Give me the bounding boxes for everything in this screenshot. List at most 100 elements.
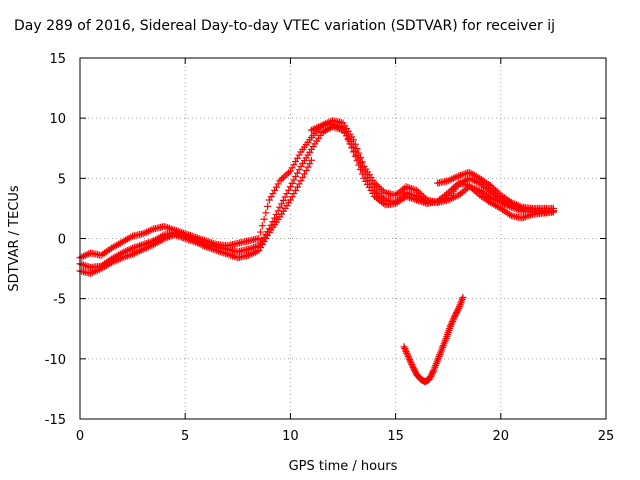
data-point: [446, 322, 454, 330]
data-point: [295, 151, 303, 159]
data-point: [223, 250, 231, 258]
data-point: [374, 182, 382, 190]
y-tick-label: -15: [45, 413, 66, 428]
x-tick-label: 10: [282, 429, 299, 444]
data-point: [276, 203, 284, 211]
data-point: [341, 128, 349, 136]
data-point: [293, 154, 301, 162]
data-point: [523, 212, 531, 220]
data-point: [307, 156, 315, 164]
data-point: [353, 157, 361, 165]
y-tick-label: 15: [49, 52, 66, 67]
data-point: [402, 348, 410, 356]
data-point: [290, 161, 298, 169]
x-tick-label: 20: [493, 429, 510, 444]
data-point: [80, 261, 88, 269]
data-point: [299, 173, 307, 181]
data-point: [400, 343, 408, 351]
data-point: [272, 183, 280, 191]
data-point: [281, 172, 289, 180]
data-point: [407, 359, 415, 367]
data-point: [429, 368, 437, 376]
data-point: [454, 306, 462, 314]
axis-ticks: 0 5 10 15 20 25 -15 -10 -5 0 5 10 15: [45, 52, 615, 444]
data-point: [293, 183, 301, 191]
data-point: [297, 177, 305, 185]
data-point: [222, 250, 230, 258]
data-point: [351, 152, 359, 160]
data-point: [276, 177, 284, 185]
data-point: [279, 174, 287, 182]
x-tick-label: 5: [181, 429, 189, 444]
data-point: [448, 319, 456, 327]
data-point: [346, 140, 354, 148]
x-axis-label: GPS time / hours: [289, 459, 398, 474]
data-point: [343, 132, 351, 140]
y-tick-label: -5: [53, 293, 66, 308]
data-point: [278, 175, 286, 183]
data-point: [518, 214, 526, 222]
data-point: [283, 190, 291, 198]
data-point: [404, 351, 412, 359]
data-point: [286, 183, 294, 191]
data-point: [258, 222, 266, 230]
data-point: [162, 223, 170, 231]
data-point: [230, 253, 238, 261]
data-point: [404, 352, 412, 360]
data-point: [521, 213, 529, 221]
data-point: [290, 176, 298, 184]
data-point: [81, 262, 89, 270]
data-point: [262, 209, 270, 217]
data-point: [358, 170, 366, 178]
data-point: [295, 166, 303, 174]
data-point: [220, 249, 228, 257]
data-point: [264, 202, 272, 210]
data-point: [406, 356, 414, 364]
data-point: [460, 170, 468, 178]
data-point: [257, 228, 265, 236]
data-point: [401, 346, 409, 354]
data-point: [520, 213, 528, 221]
data-point: [407, 185, 415, 193]
data-point: [406, 184, 414, 192]
data-point: [449, 316, 457, 324]
data-point: [265, 196, 273, 204]
data-point: [274, 180, 282, 188]
x-tick-label: 25: [598, 429, 615, 444]
data-point: [448, 318, 456, 326]
data-point: [271, 214, 279, 222]
data-point: [357, 166, 365, 174]
data-point: [285, 186, 293, 194]
data-point: [225, 251, 233, 259]
y-axis-label: SDTVAR / TECUs: [7, 185, 22, 292]
data-point: [401, 344, 409, 352]
data-point: [227, 251, 235, 259]
data-point: [288, 179, 296, 187]
x-tick-label: 0: [76, 429, 84, 444]
data-point: [348, 144, 356, 152]
y-tick-label: 5: [58, 172, 66, 187]
data-point: [408, 360, 416, 368]
y-tick-label: 10: [49, 112, 66, 127]
data-point: [403, 349, 411, 357]
y-tick-label: -10: [45, 353, 66, 368]
data-point: [292, 157, 300, 165]
data-point: [164, 224, 172, 232]
data-point: [304, 163, 312, 171]
data-point: [285, 169, 293, 177]
data-point: [83, 262, 91, 270]
x-tick-label: 15: [387, 429, 404, 444]
data-point: [406, 357, 414, 365]
data-point: [295, 180, 303, 188]
data-marks: [76, 117, 557, 386]
y-tick-label: 0: [58, 233, 66, 248]
data-point: [286, 167, 294, 175]
data-point: [160, 222, 168, 230]
data-point: [292, 173, 300, 181]
data-point: [300, 170, 308, 178]
chart-title: Day 289 of 2016, Sidereal Day-to-day VTE…: [14, 18, 555, 34]
data-point: [525, 212, 533, 220]
data-point: [549, 204, 557, 212]
data-point: [293, 169, 301, 177]
